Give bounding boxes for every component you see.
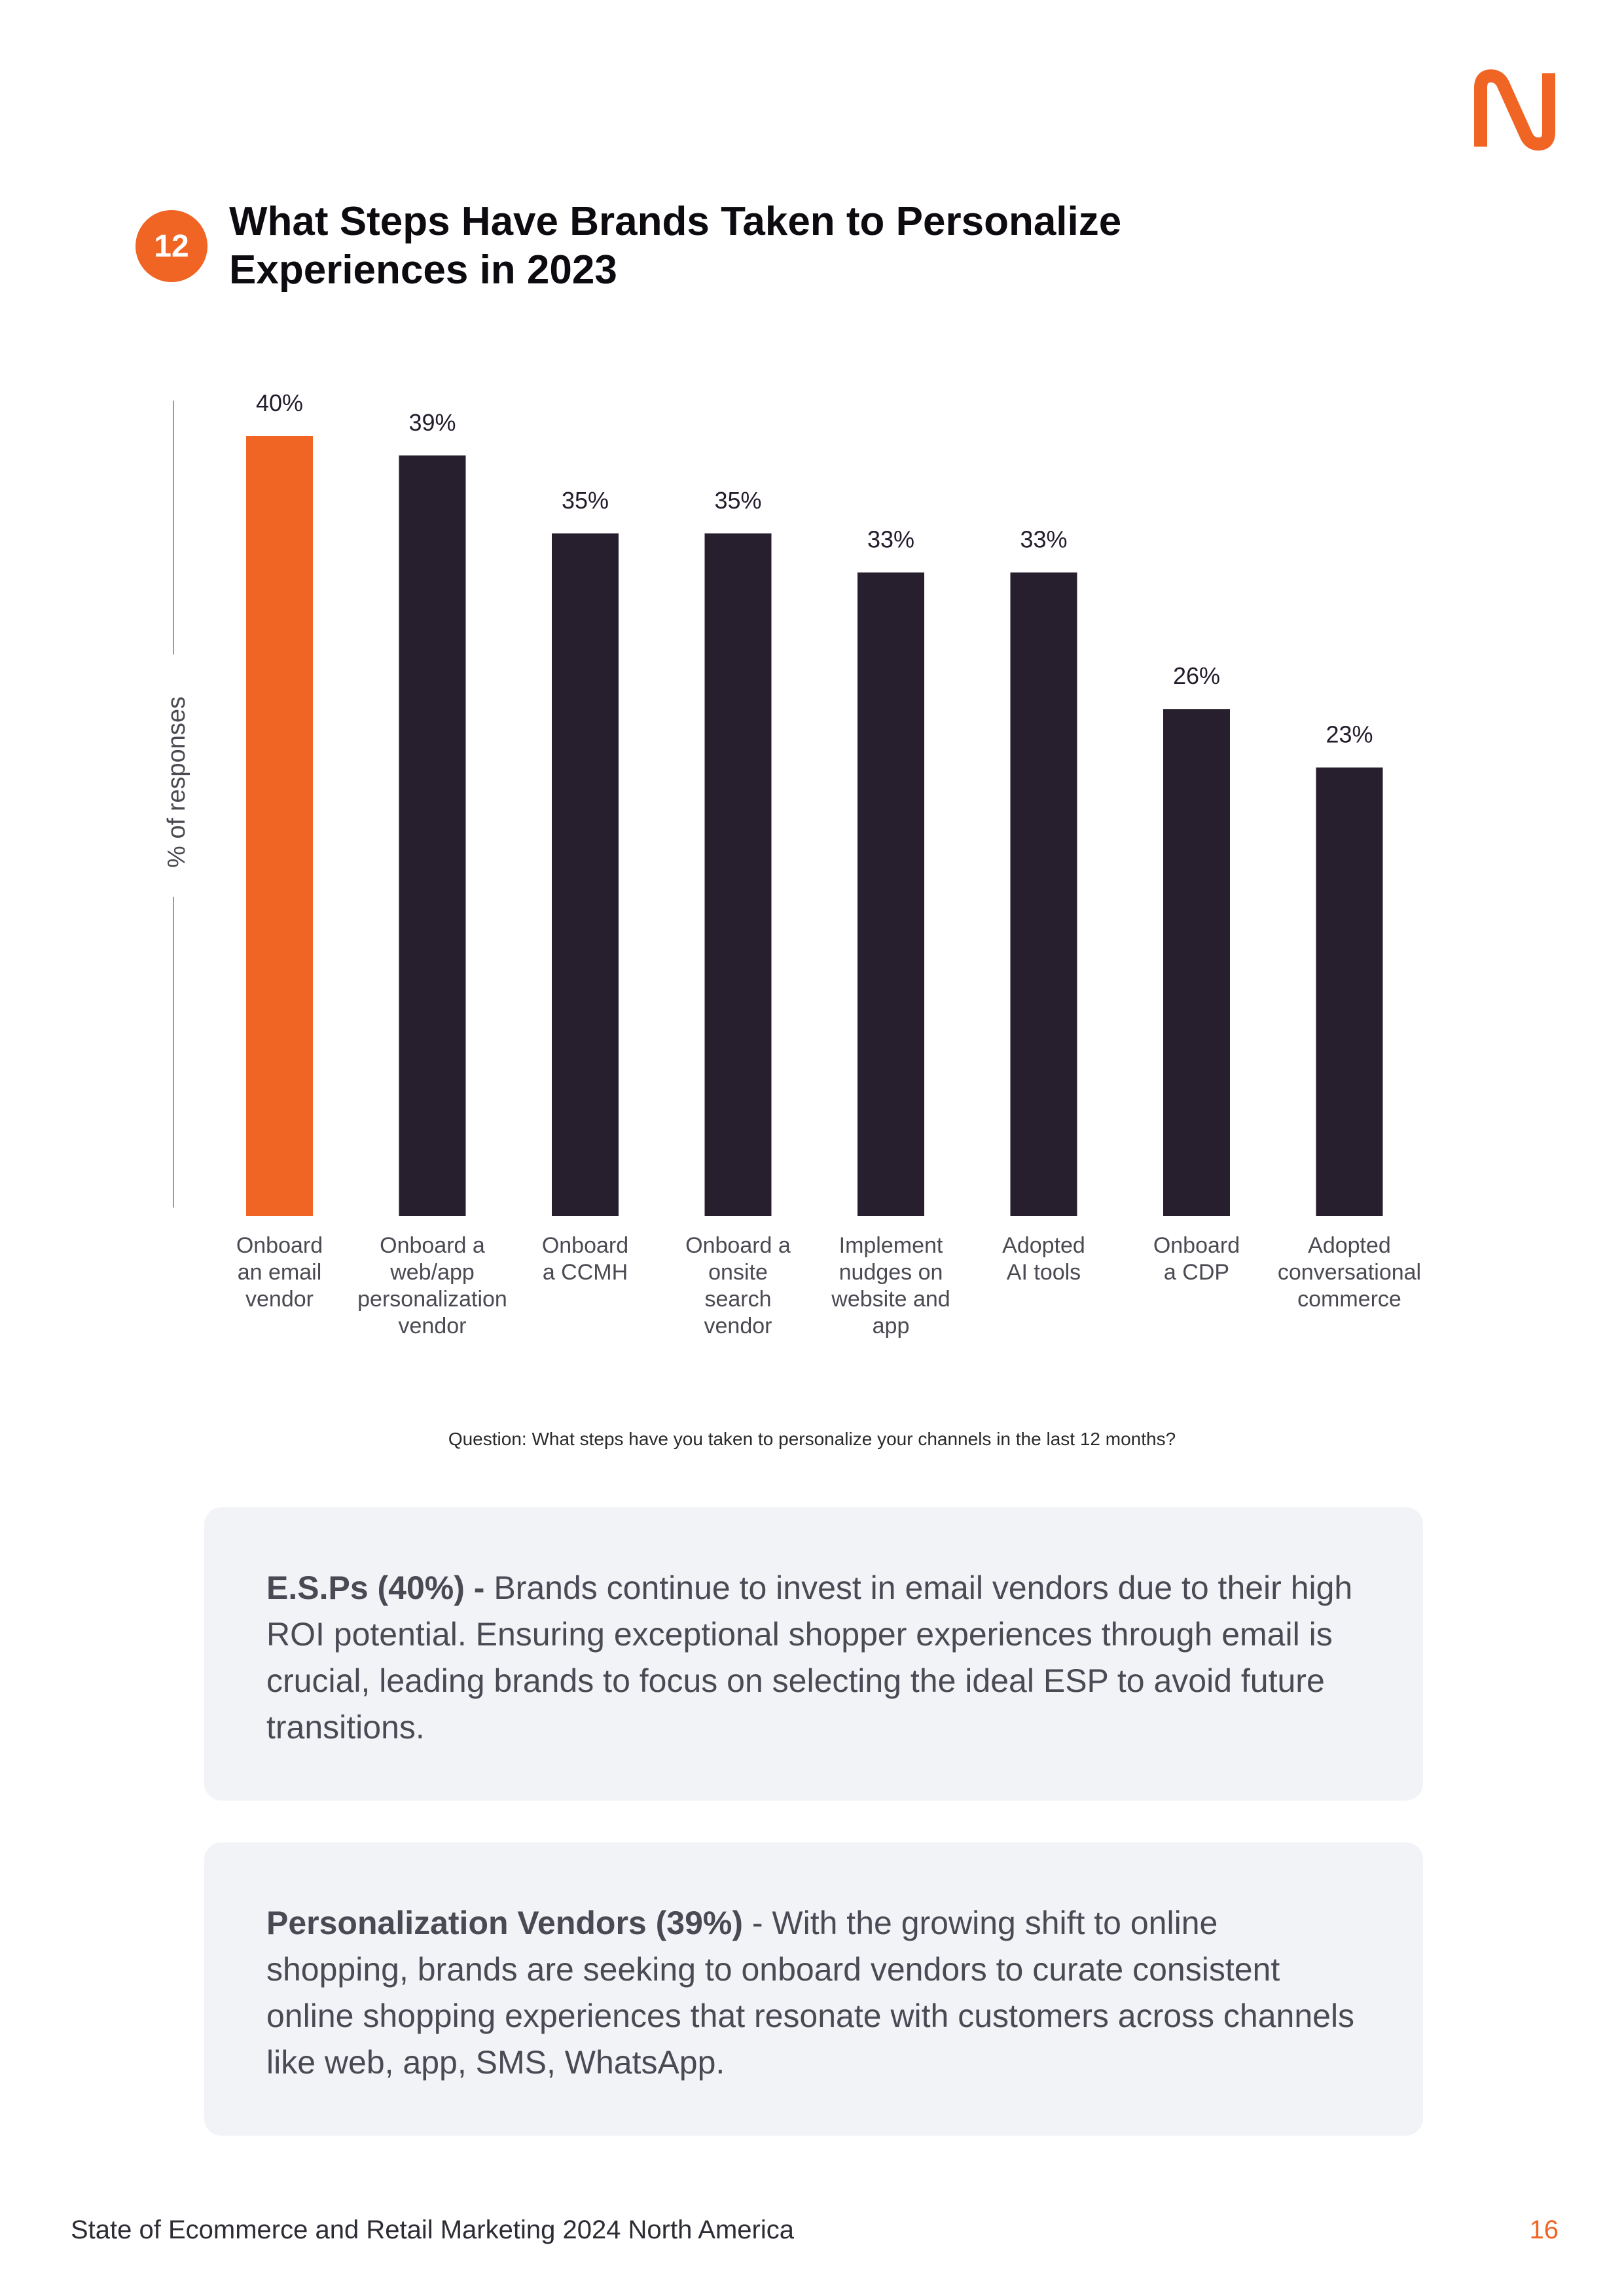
insight-card-esp: E.S.Ps (40%) - Brands continue to invest… bbox=[204, 1507, 1423, 1801]
insight-card-body: Brands continue to invest in email vendo… bbox=[266, 1570, 1353, 1746]
category-label: Onboard a onsite search vendor bbox=[685, 1233, 791, 1338]
insight-card-text: Personalization Vendors (39%) - With the… bbox=[266, 1900, 1364, 2086]
y-axis-label: % of responses bbox=[163, 696, 190, 868]
page-title-line-2: Experiences in 2023 bbox=[229, 247, 617, 293]
insight-card-text: E.S.Ps (40%) - Brands continue to invest… bbox=[266, 1565, 1364, 1751]
bar bbox=[704, 533, 772, 1216]
bar-chart: % of responses 40%39%35% 35%33% 33%26%23% … bbox=[163, 389, 1421, 1338]
category-label: Onboard a web/app personalization vendor bbox=[357, 1233, 507, 1338]
page-title: What Steps Have Brands Taken to Personal… bbox=[229, 198, 1342, 295]
category-label: Onboard a CCMH bbox=[542, 1233, 628, 1285]
bar bbox=[246, 436, 313, 1216]
bar-value-label: 35% bbox=[714, 487, 761, 514]
survey-question: Question: What steps have you taken to p… bbox=[448, 1429, 1176, 1449]
category-label: Onboard a CDP bbox=[1153, 1233, 1240, 1285]
insight-card-lead: E.S.Ps (40%) - bbox=[266, 1570, 485, 1606]
insight-card-lead: Personalization Vendors (39%) bbox=[266, 1905, 743, 1941]
bar-value-label: 33% bbox=[867, 526, 914, 553]
bar bbox=[552, 533, 619, 1216]
bar bbox=[399, 455, 466, 1216]
section-number-badge: 12 bbox=[135, 210, 208, 282]
bar bbox=[857, 572, 924, 1216]
bar-value-label: 35% bbox=[562, 487, 609, 514]
category-label: Implement nudges on website and app bbox=[831, 1233, 950, 1338]
brand-logo-icon bbox=[1474, 69, 1555, 151]
insight-card-personalization: Personalization Vendors (39%) - With the… bbox=[204, 1842, 1423, 2136]
category-label: Adopted AI tools bbox=[1002, 1233, 1085, 1285]
page-number: 16 bbox=[1529, 2215, 1559, 2244]
bar-value-label: 26% bbox=[1173, 662, 1220, 689]
bar bbox=[1010, 572, 1077, 1216]
bar-value-label: 39% bbox=[408, 409, 456, 436]
bar bbox=[1163, 709, 1230, 1216]
bar bbox=[1316, 767, 1383, 1216]
page-title-line-1: What Steps Have Brands Taken to Personal… bbox=[229, 199, 1122, 244]
footer-report-title: State of Ecommerce and Retail Marketing … bbox=[71, 2215, 794, 2244]
bar-value-label: 33% bbox=[1020, 526, 1067, 553]
category-label: Onboard an email vendor bbox=[236, 1233, 323, 1312]
insight-card-body: - With the growing shift to online shopp… bbox=[266, 1905, 1355, 2081]
category-label: Adopted conversational commerce bbox=[1278, 1233, 1421, 1312]
y-axis: % of responses bbox=[163, 401, 190, 1208]
bar-value-label: 40% bbox=[256, 389, 303, 416]
bar-value-label: 23% bbox=[1326, 721, 1373, 748]
